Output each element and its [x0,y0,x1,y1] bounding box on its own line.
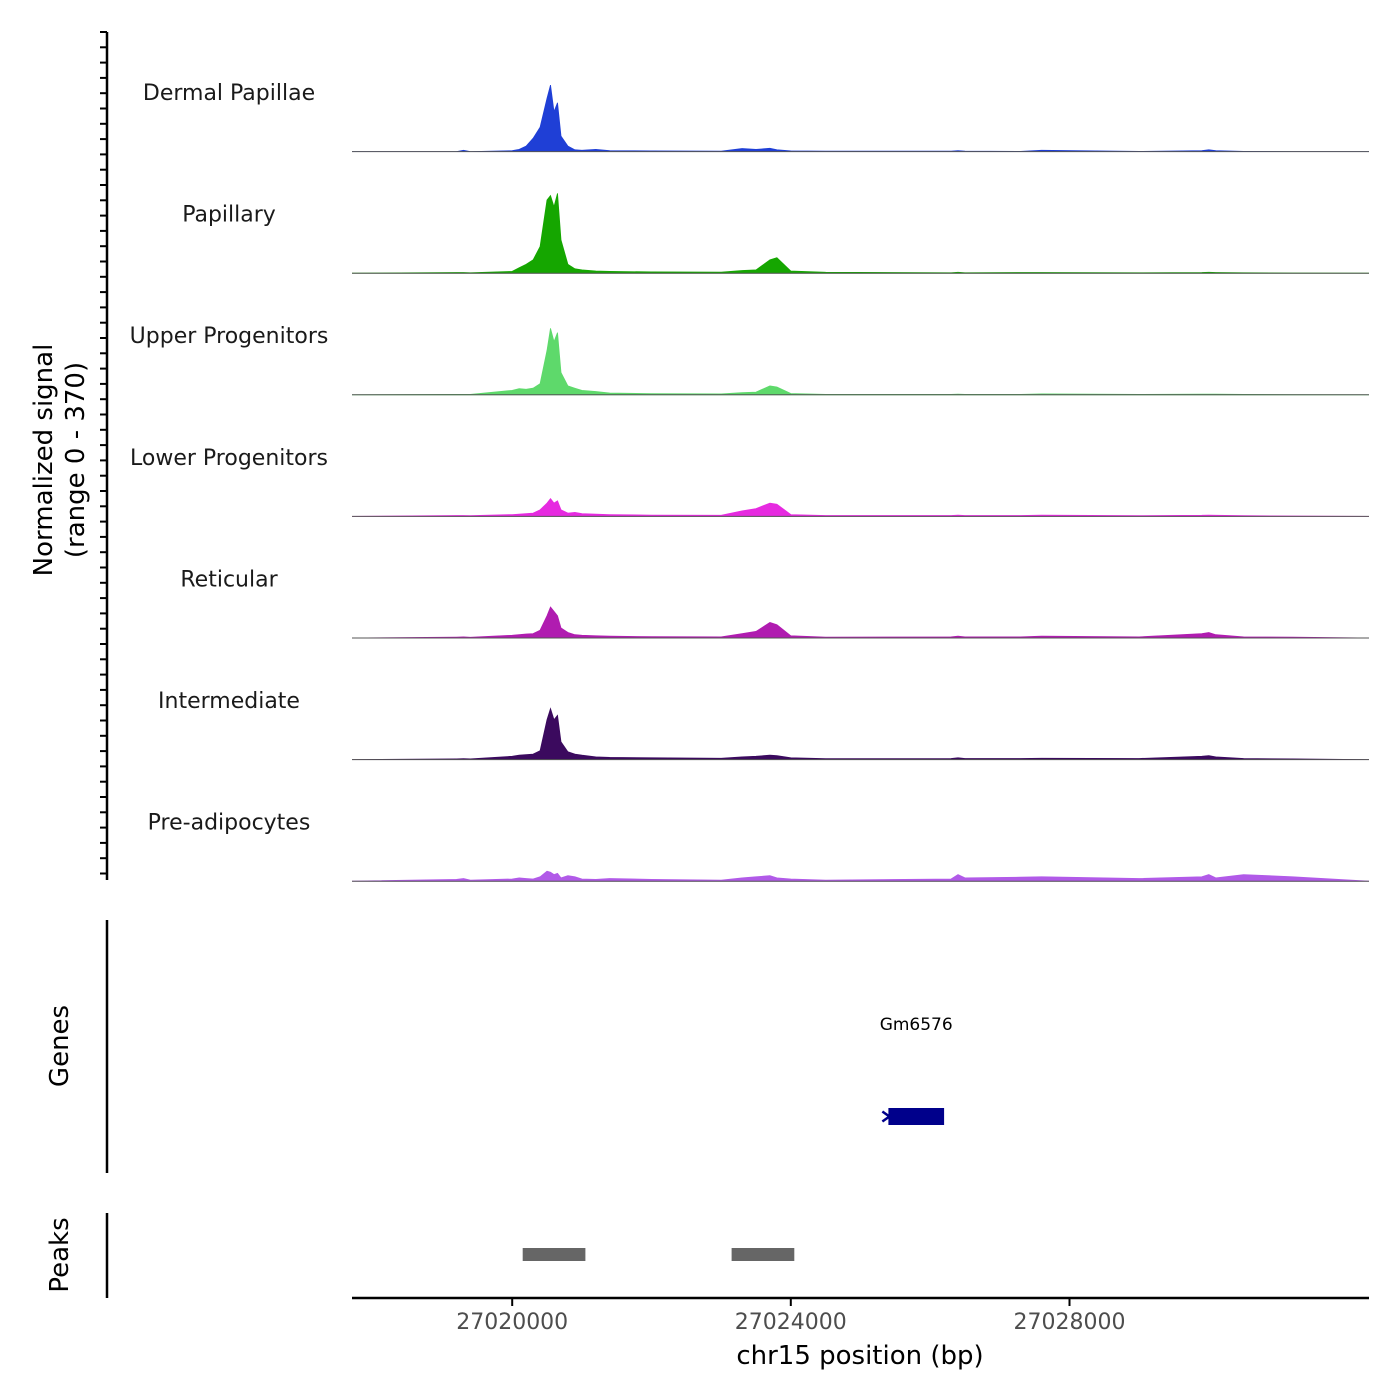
track-intermediate: Intermediate [158,689,1370,761]
peak-bar [731,1248,795,1261]
signal-y-ticks [100,31,107,875]
peaks-panel-label: Peaks [45,1217,75,1292]
gene-model: Gm6576 [880,1015,953,1125]
x-ticks: 27020000 27024000 27028000 [456,1298,1125,1335]
ylabel-line2: (range 0 - 370) [61,362,91,558]
track-papillary: Papillary [182,193,1370,274]
track-label: Intermediate [158,689,300,714]
signal-area [352,84,1369,153]
x-axis-label: chr15 position (bp) [736,1341,983,1371]
signal-area [351,870,1370,882]
signal-area [351,606,1370,639]
peaks-track [522,1248,795,1261]
signal-area [351,707,1370,760]
track-lower-progenitors: Lower Progenitors [130,446,1370,517]
ylabel-line1: Normalized signal [29,344,59,577]
x-tick-label: 27028000 [1014,1310,1126,1335]
signal-area [351,193,1370,274]
gene-label: Gm6576 [880,1015,953,1035]
track-label: Lower Progenitors [130,446,328,471]
signal-tracks: Dermal Papillae Papillary Upper Progenitor… [130,81,1370,882]
track-label: Dermal Papillae [143,81,315,106]
genes-track: Gm6576 [880,1015,953,1125]
genes-panel-label: Genes [45,1005,75,1087]
track-label: Pre-adipocytes [148,811,311,836]
track-pre-adipocytes: Pre-adipocytes [148,811,1370,882]
track-label: Papillary [182,203,276,228]
signal-area [351,498,1370,517]
peak-bar [522,1248,586,1261]
track-label: Upper Progenitors [130,324,329,349]
track-upper-progenitors: Upper Progenitors [130,324,1370,396]
signal-area [351,328,1370,396]
track-label: Reticular [180,567,278,592]
x-tick-label: 27020000 [456,1310,568,1335]
x-tick-label: 27024000 [735,1310,847,1335]
gene-exon [888,1108,945,1125]
track-reticular: Reticular [180,567,1370,639]
track-dermal-papillae: Dermal Papillae [143,81,1369,153]
strand-arrow-icon [881,1110,892,1123]
